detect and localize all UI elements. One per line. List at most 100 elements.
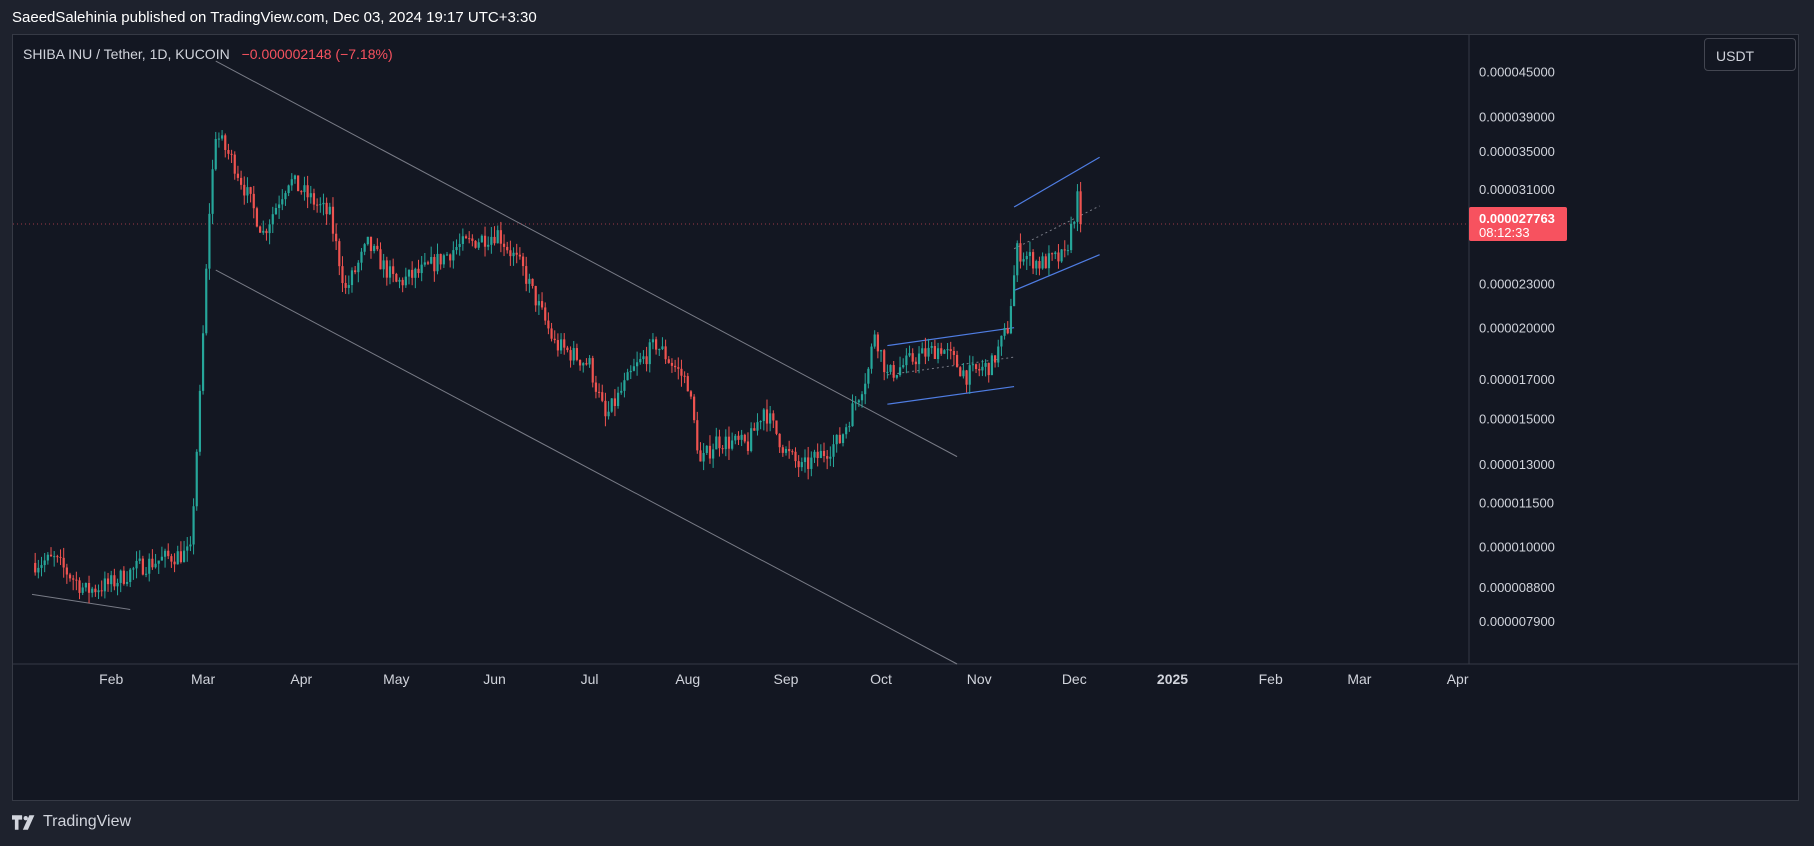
candle-body bbox=[56, 556, 59, 558]
candle-body bbox=[87, 582, 91, 593]
candle-body bbox=[610, 398, 613, 412]
candle-body bbox=[284, 193, 287, 200]
candle-body bbox=[347, 285, 350, 288]
candle-body bbox=[316, 204, 319, 206]
candle-body bbox=[369, 236, 373, 252]
candle-body bbox=[319, 204, 322, 206]
candle-body bbox=[835, 434, 838, 445]
candle-body bbox=[959, 367, 962, 377]
candle-body bbox=[968, 365, 971, 385]
candle-body bbox=[1035, 261, 1038, 269]
time-tick-label: Feb bbox=[99, 671, 123, 687]
candle-body bbox=[797, 461, 800, 468]
candle-body bbox=[259, 226, 262, 233]
candle-body bbox=[528, 278, 531, 284]
candle-body bbox=[480, 235, 483, 243]
candle-body bbox=[192, 506, 195, 545]
price-tick-label: 0.000035000 bbox=[1479, 144, 1555, 159]
candle-body bbox=[154, 563, 157, 568]
candle-body bbox=[401, 279, 404, 286]
candle-body bbox=[670, 362, 674, 366]
candle-body bbox=[46, 554, 49, 561]
candle-body bbox=[373, 245, 376, 252]
footer-brand[interactable]: TradingView bbox=[12, 813, 131, 831]
candle-body bbox=[594, 382, 598, 392]
candle-body bbox=[582, 363, 585, 366]
candle-body bbox=[449, 254, 452, 261]
candle-body bbox=[122, 570, 125, 584]
price-tick-label: 0.000013000 bbox=[1479, 457, 1555, 472]
candle-body bbox=[921, 348, 924, 354]
candle-body bbox=[360, 251, 363, 263]
candle-body bbox=[693, 396, 696, 421]
candle-body bbox=[721, 448, 724, 450]
candle-body bbox=[59, 556, 62, 558]
currency-button[interactable]: USDT bbox=[1704, 38, 1796, 71]
candle-body bbox=[601, 392, 604, 401]
candle-body bbox=[312, 193, 316, 205]
candle-body bbox=[214, 138, 217, 170]
candle-body bbox=[803, 457, 807, 463]
candle-body bbox=[905, 355, 908, 366]
candle-body bbox=[1041, 256, 1044, 269]
candle-body bbox=[385, 260, 388, 278]
candle-body bbox=[436, 253, 439, 272]
candle-body bbox=[34, 562, 37, 573]
candle-body bbox=[547, 320, 550, 329]
candle-body bbox=[898, 367, 902, 376]
candle-body bbox=[328, 206, 331, 215]
candle-body bbox=[426, 262, 430, 264]
candle-body bbox=[442, 255, 445, 265]
price-chart[interactable]: 0.000045000 0.000039000 0.000035000 0.00003… bbox=[13, 35, 1798, 800]
candle-body bbox=[655, 339, 658, 350]
candle-body bbox=[933, 346, 936, 360]
candle-body bbox=[807, 457, 810, 469]
candle-body bbox=[224, 135, 227, 151]
price-tick-label: 0.000008800 bbox=[1479, 580, 1555, 595]
candle-body bbox=[100, 590, 103, 592]
candle-body bbox=[686, 376, 689, 392]
candle-body bbox=[762, 409, 765, 422]
candle-body bbox=[784, 448, 788, 453]
time-tick-label: Jun bbox=[483, 671, 506, 687]
candle-body bbox=[635, 362, 639, 367]
candle-body bbox=[496, 230, 499, 244]
candle-body bbox=[198, 390, 202, 452]
time-tick-label: Aug bbox=[675, 671, 700, 687]
time-tick-label: May bbox=[383, 671, 409, 687]
symbol-title: SHIBA INU / Tether, 1D, KUCOIN bbox=[23, 46, 230, 62]
candle-body bbox=[357, 262, 360, 273]
candle-body bbox=[813, 451, 816, 458]
symbol-legend[interactable]: SHIBA INU / Tether, 1D, KUCOIN −0.000002… bbox=[23, 46, 393, 62]
candle-body bbox=[255, 208, 259, 227]
candle-body bbox=[841, 434, 845, 444]
candle-body bbox=[531, 278, 534, 286]
candle-body bbox=[388, 266, 392, 278]
candle-body bbox=[487, 244, 490, 247]
candles-layer bbox=[34, 130, 1082, 604]
candle-body bbox=[502, 243, 506, 247]
candle-body bbox=[350, 270, 354, 286]
candle-body bbox=[300, 191, 303, 193]
candle-body bbox=[949, 349, 952, 352]
candle-body bbox=[993, 355, 997, 363]
candle-body bbox=[731, 440, 734, 449]
candle-body bbox=[1022, 259, 1025, 262]
chart-panel[interactable]: 0.000045000 0.000039000 0.000035000 0.00003… bbox=[12, 34, 1799, 801]
channel-upper-line bbox=[887, 327, 1015, 347]
candle-body bbox=[588, 358, 591, 365]
candle-body bbox=[62, 557, 65, 568]
candle-body bbox=[236, 173, 240, 178]
candle-body bbox=[243, 184, 246, 196]
trend-line bbox=[31, 593, 131, 610]
candle-body bbox=[452, 250, 455, 261]
candle-body bbox=[309, 193, 312, 198]
candle-body bbox=[826, 456, 829, 459]
candle-body bbox=[106, 578, 110, 585]
candle-body bbox=[550, 328, 553, 339]
price-tick-label: 0.000011500 bbox=[1479, 496, 1554, 511]
candle-body bbox=[493, 236, 496, 244]
candle-body bbox=[477, 242, 480, 248]
candle-body bbox=[667, 359, 670, 363]
candle-body bbox=[366, 236, 369, 245]
